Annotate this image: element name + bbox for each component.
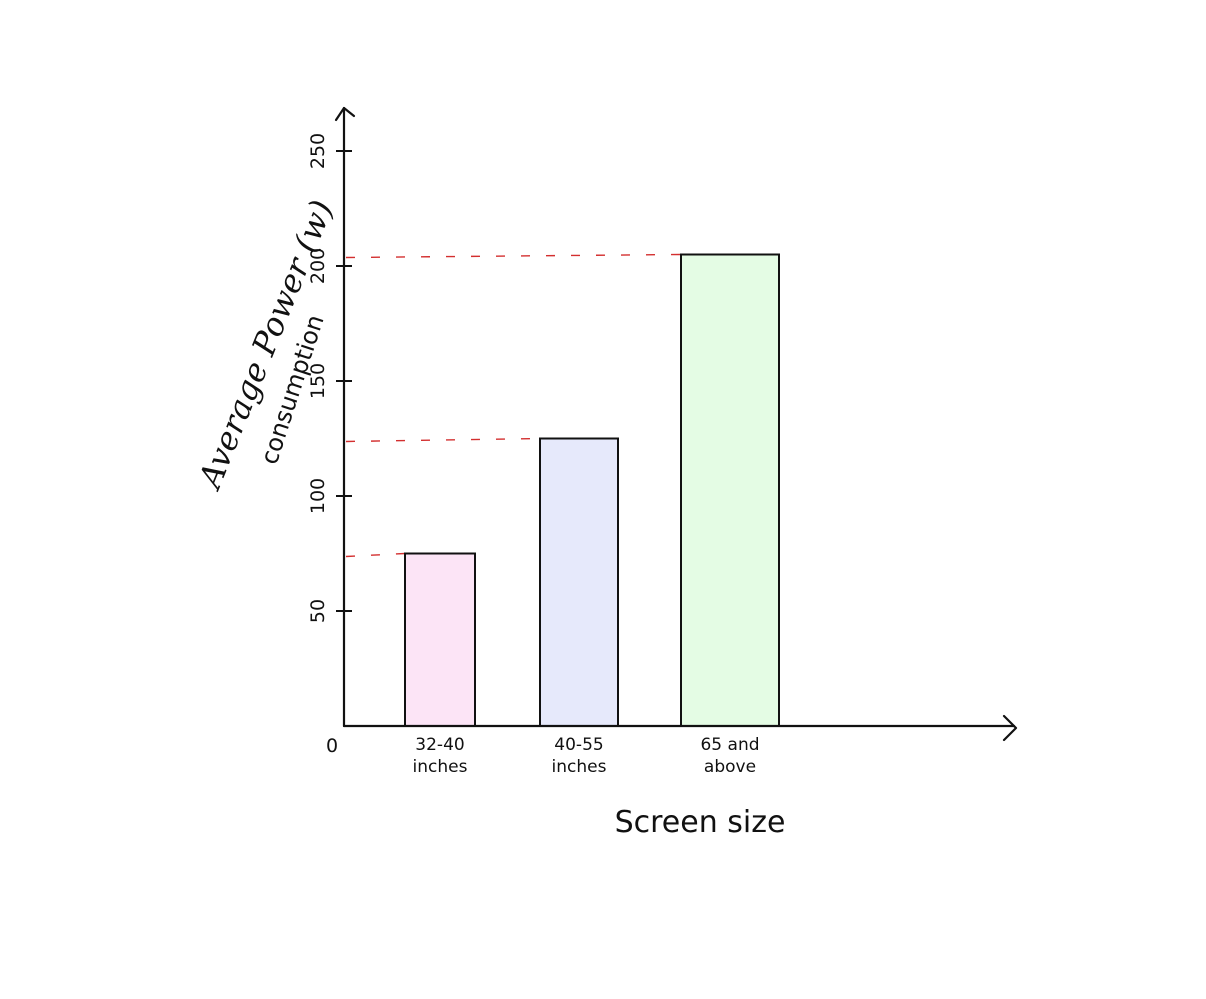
- x-category-label: 65 and: [700, 735, 759, 755]
- x-category-label: inches: [552, 757, 607, 777]
- guide-lines: [345, 253, 682, 558]
- y-axis-arrow: [334, 106, 356, 122]
- bar: [539, 437, 619, 727]
- y-tick-label: 200: [307, 248, 329, 284]
- bar: [404, 552, 476, 727]
- bar-guide-line: [345, 552, 406, 558]
- x-category-label: inches: [413, 757, 468, 777]
- x-axis-arrow: [1002, 714, 1018, 742]
- y-tick-label: 150: [307, 363, 329, 399]
- bar: [680, 253, 780, 727]
- y-tick-label: 100: [307, 478, 329, 514]
- bars: [404, 253, 780, 727]
- bar-guide-line: [345, 253, 682, 259]
- x-category-label: 40-55: [554, 735, 603, 755]
- origin-label: 0: [326, 735, 338, 757]
- y-tick-label: 50: [307, 599, 329, 623]
- y-ticks: 50 100 150 200 250: [307, 133, 352, 623]
- y-tick-label: 250: [307, 133, 329, 169]
- x-category-label: above: [704, 757, 756, 777]
- bar-guide-line: [345, 437, 541, 443]
- x-category-label: 32-40: [415, 735, 464, 755]
- x-axis-label: Screen size: [615, 805, 786, 840]
